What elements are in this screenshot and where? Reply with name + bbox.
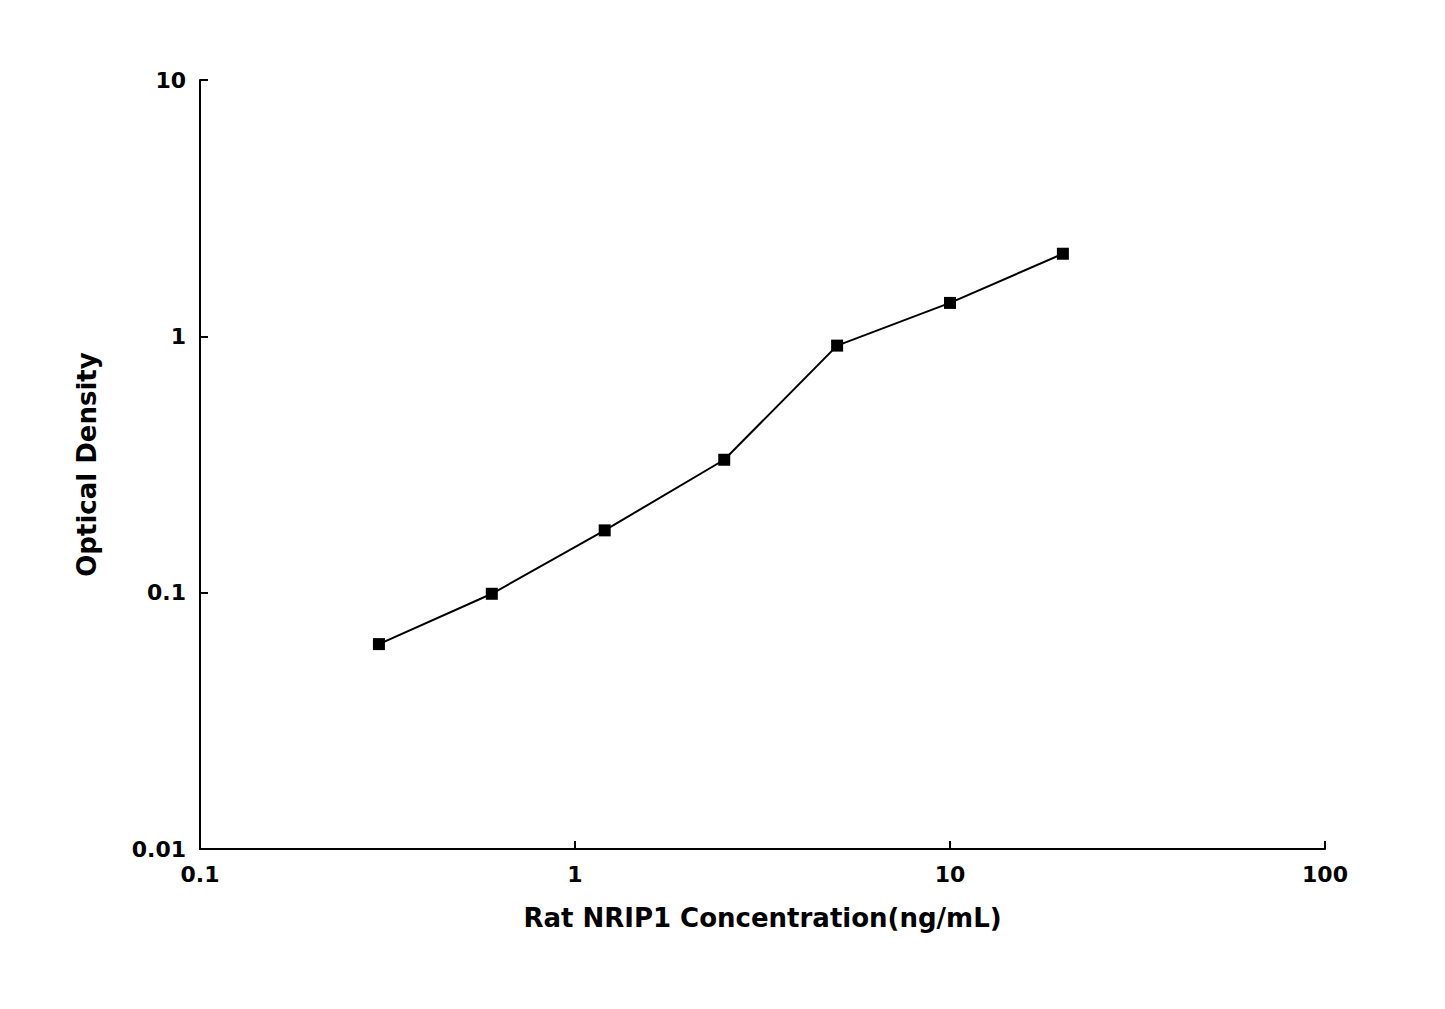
svg-text:10: 10: [935, 862, 966, 887]
svg-text:1: 1: [171, 324, 186, 349]
svg-text:0.1: 0.1: [181, 862, 220, 887]
svg-text:1: 1: [567, 862, 582, 887]
svg-text:100: 100: [1302, 862, 1348, 887]
svg-text:0.1: 0.1: [147, 580, 186, 605]
svg-text:Rat NRIP1 Concentration(ng/mL): Rat NRIP1 Concentration(ng/mL): [523, 903, 1001, 933]
svg-text:0.01: 0.01: [132, 837, 186, 862]
svg-text:Optical Density: Optical Density: [72, 352, 102, 577]
svg-text:10: 10: [155, 68, 186, 93]
